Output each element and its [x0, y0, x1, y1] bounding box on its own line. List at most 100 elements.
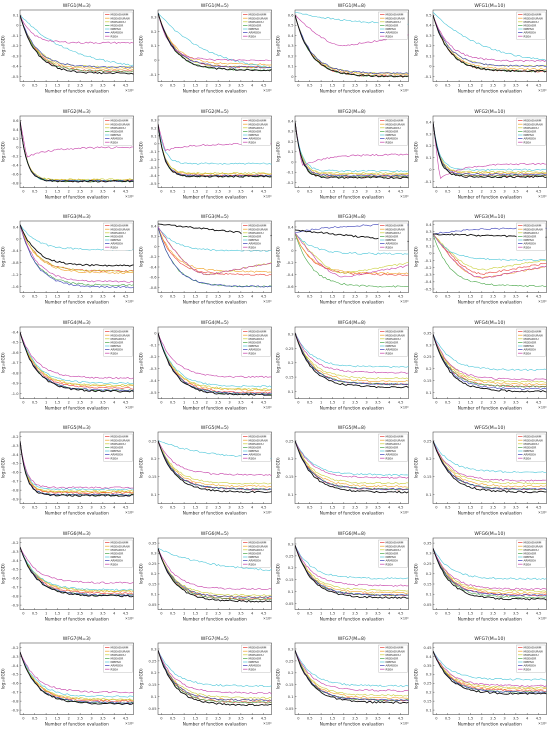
y-tick-label: 0.15	[148, 582, 156, 586]
y-tick-label: -0.2	[149, 158, 156, 162]
y-tick-label: -0.5	[12, 568, 19, 572]
x-tick-label: 0	[435, 717, 438, 721]
y-tick-label: 0.2	[150, 235, 156, 239]
y-tick-label: -0.6	[149, 276, 157, 280]
legend: MOEADAWMMOEADURAWMOEADDUMOEADRNMPSOARMOE…	[240, 328, 271, 357]
x-tick-label: 3	[228, 717, 230, 721]
series-line-5	[157, 547, 271, 571]
legend-entry: MOEADURAW	[523, 439, 543, 443]
legend-entry: ARMOEA	[523, 31, 536, 35]
x-tick-label: 0	[22, 611, 25, 615]
legend-entry: RSEA	[248, 245, 256, 249]
x-tick-label: 3.5	[100, 717, 106, 721]
y-tick-label: 0.35	[423, 541, 431, 545]
series-line-8	[20, 441, 134, 498]
legend-entry: ARMOEA	[523, 242, 536, 246]
x-tick-label: 1.5	[55, 611, 61, 615]
y-tick-label: 0.2	[288, 237, 294, 241]
subplot-title: WFG7(M=8)	[338, 636, 366, 642]
x-axis-label: Number of function evaluation	[457, 405, 521, 410]
legend-entry: MOEADURAW	[248, 439, 268, 443]
series-line-6	[295, 15, 409, 75]
legend-entry: MOEADR	[385, 657, 398, 661]
x-tick-label: 1	[457, 400, 459, 404]
subplot-13: WFG4(M=3) -0.4 -0.5 -0.6 -0.7 -0.8 -0.9 -1.00 0.…	[1, 320, 135, 411]
x-tick-label: 1.5	[467, 84, 473, 88]
x-tick-label: 2.5	[77, 717, 83, 721]
legend-entry: MOEADAWM	[248, 646, 266, 650]
series-line-3	[20, 441, 134, 493]
legend-entry: MOEADDU	[248, 337, 263, 341]
y-tick-label: 0.4	[425, 655, 431, 659]
x-tick-label: 4	[251, 189, 254, 193]
subplot-1: WFG1(M=3) 0.1 0 -0.1 -0.2 -0.3 -0.4 -0.5 0 0.5 1 1.…	[1, 3, 135, 94]
y-tick-label: -0.5	[149, 182, 156, 186]
series-line-2	[20, 224, 134, 275]
legend-entry: NMPSO	[110, 661, 121, 665]
x-tick-label: 3	[365, 295, 367, 299]
x-tick-label: 1	[45, 189, 47, 193]
y-tick-label: 0.3	[288, 542, 294, 546]
series-line-5	[20, 14, 134, 67]
x-tick-label: 1	[182, 400, 184, 404]
x-tick-label: 4.5	[398, 506, 404, 510]
x-tick-label: 0	[160, 506, 163, 510]
subplot-26: WFG7(M=5) 0.3 0.25 0.2 0.15 0.1 0.05 0 0.5 1 1.5 2 2…	[138, 636, 272, 727]
y-axis-label: log₁₀(IGD)	[413, 563, 418, 584]
x-tick-label: 4.5	[398, 611, 404, 615]
legend-entry: NMPSO	[248, 661, 259, 665]
legend-entry: RSEA	[110, 140, 118, 144]
legend: MOEADAWMMOEADURAWMOEADDUMOEADRNMPSOARMOE…	[378, 222, 408, 251]
y-tick-label: 0.1	[425, 156, 431, 160]
legend-entry: MOEADDU	[248, 231, 263, 235]
legend-entry: MOEADAWM	[110, 541, 128, 545]
y-tick-label: -0.7	[12, 480, 19, 484]
x-exponent: ×10⁴	[538, 616, 547, 620]
y-tick-label: 0.1	[288, 390, 294, 394]
x-tick-label: 4	[113, 400, 116, 404]
x-tick-label: 3	[90, 295, 92, 299]
series-line-6	[157, 650, 271, 702]
series-line-6	[157, 547, 271, 599]
y-tick-label: -0.5	[12, 75, 19, 79]
x-exponent: ×10⁴	[125, 300, 134, 304]
series-line-2	[157, 547, 271, 599]
y-axis-label: log₁₀(IGD)	[276, 141, 281, 162]
series-line-5	[157, 12, 271, 68]
y-tick-label: 0.25	[286, 347, 294, 351]
x-tick-label: 2.5	[215, 400, 221, 404]
x-tick-label: 2	[205, 295, 207, 299]
x-tick-label: 1.5	[192, 717, 198, 721]
x-tick-label: 0.5	[307, 400, 313, 404]
x-tick-label: 4	[113, 295, 116, 299]
x-tick-label: 0.5	[169, 295, 175, 299]
x-tick-label: 3	[228, 400, 230, 404]
legend-entry: MOEADAWM	[248, 13, 266, 17]
series-line-2	[295, 650, 409, 700]
series-line-3	[295, 332, 409, 379]
legend: MOEADAWMMOEADURAWMOEADDUMOEADRNMPSOARMOE…	[103, 328, 133, 357]
x-tick-label: 4.5	[398, 717, 404, 721]
series-line-8	[432, 333, 546, 393]
legend-entry: MOEADURAW	[110, 16, 130, 20]
series-line-5	[295, 440, 409, 477]
legend-entry: MOEADURAW	[523, 650, 543, 654]
y-axis-label: log₁₀(IGD)	[276, 35, 281, 56]
y-tick-label: 0.3	[150, 118, 156, 122]
x-tick-label: 3.5	[238, 400, 244, 404]
y-tick-label: 0.3	[288, 648, 294, 652]
series-line-4	[432, 440, 546, 491]
series-line-2	[295, 332, 409, 383]
y-tick-label: 0.3	[425, 552, 431, 556]
x-tick-label: 0.5	[169, 506, 175, 510]
series-line-7	[157, 226, 271, 276]
series-line-3	[157, 226, 271, 276]
x-axis-label: Number of function evaluation	[320, 194, 384, 199]
x-tick-label: 3	[90, 717, 92, 721]
x-tick-label: 3	[365, 611, 367, 615]
legend: MOEADAWMMOEADURAWMOEADDUMOEADRNMPSOARMOE…	[240, 434, 271, 462]
legend-entry: MOEADDU	[523, 231, 538, 235]
legend-entry: MOEADDU	[110, 231, 125, 235]
x-tick-label: 4	[251, 611, 254, 615]
subplot-title: WFG6(M=10)	[474, 531, 505, 537]
